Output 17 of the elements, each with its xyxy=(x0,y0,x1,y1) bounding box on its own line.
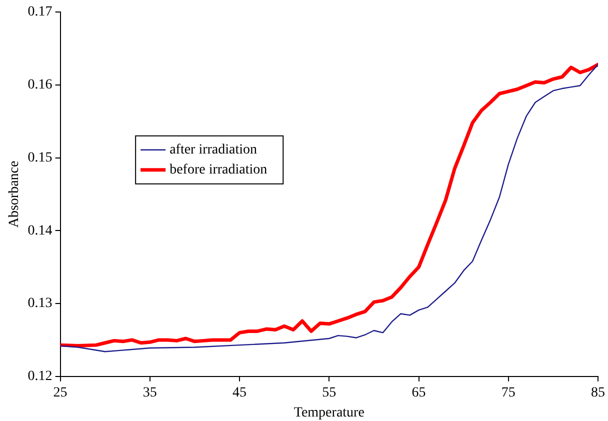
y-tick-label: 0.13 xyxy=(28,296,52,312)
y-tick-label: 0.17 xyxy=(28,4,52,20)
x-tick-label: 85 xyxy=(591,385,605,400)
y-tick-label: 0.16 xyxy=(28,78,52,93)
x-tick-label: 55 xyxy=(322,385,336,400)
x-tick-label: 45 xyxy=(232,385,247,400)
y-tick-label: 0.12 xyxy=(28,369,52,384)
x-axis-title: Temperature xyxy=(294,405,364,420)
legend-label: before irradiation xyxy=(170,162,268,178)
x-tick-label: 65 xyxy=(412,385,426,400)
x-tick-label: 25 xyxy=(53,385,68,400)
y-tick-label: 0.14 xyxy=(28,223,52,238)
y-axis-title: Absorbance xyxy=(7,160,22,228)
y-tick-label: 0.15 xyxy=(28,150,52,166)
x-tick-label: 35 xyxy=(142,385,157,400)
x-tick-label: 75 xyxy=(501,385,516,400)
legend-label: after irradiation xyxy=(170,142,258,158)
